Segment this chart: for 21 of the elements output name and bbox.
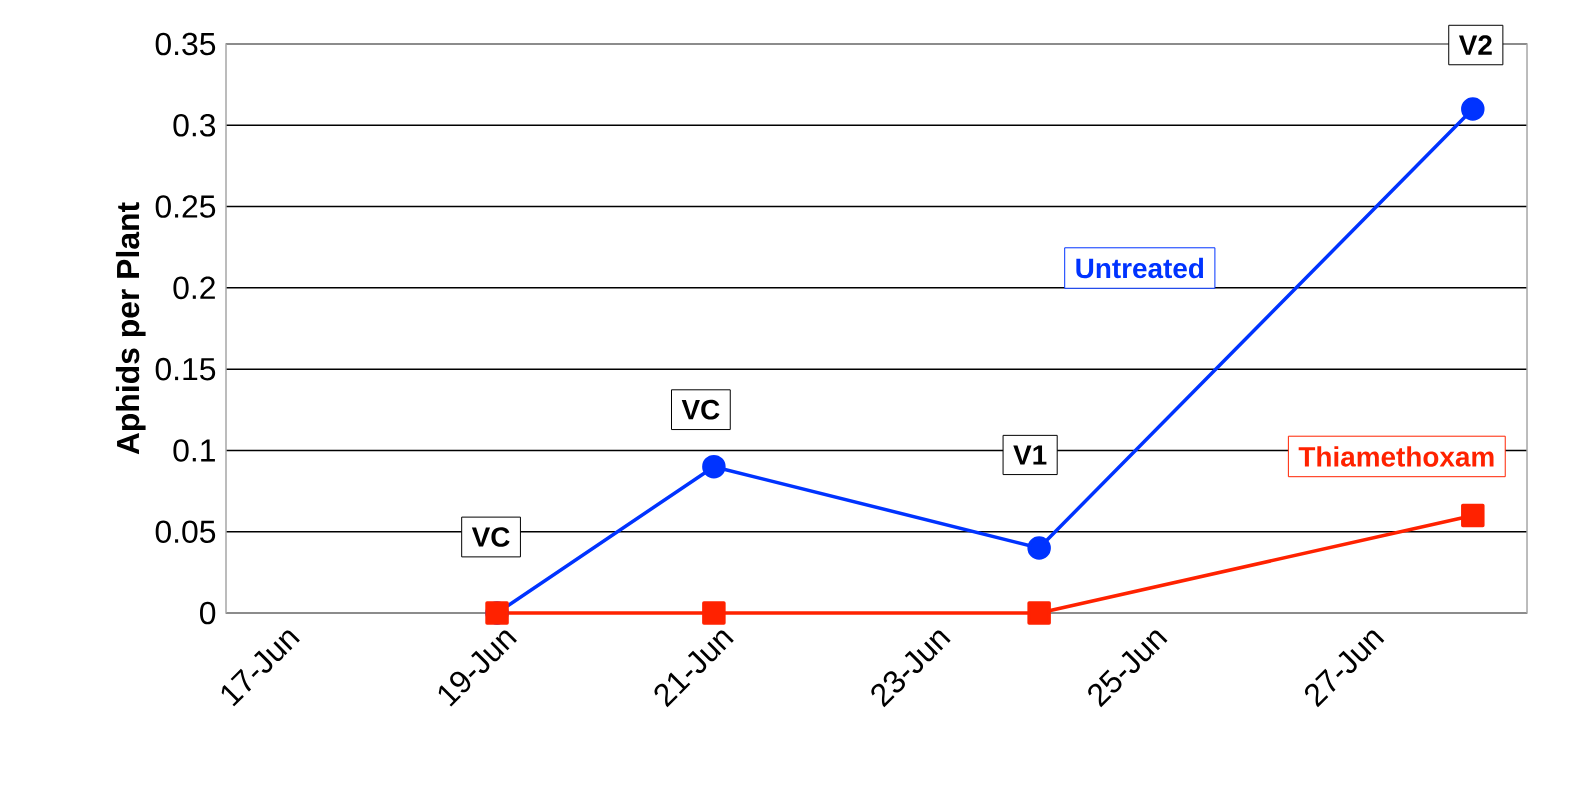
y-tick-label: 0.2 <box>173 276 215 300</box>
annotation: VC <box>471 527 510 547</box>
annotation: V1 <box>1013 445 1047 465</box>
point <box>1027 536 1051 560</box>
point <box>1461 97 1485 121</box>
y-tick-label: 0.25 <box>155 195 216 218</box>
series-label: Thiamethoxam <box>1298 446 1494 467</box>
annotation: V2 <box>1458 35 1492 55</box>
y-tick-label: 0 <box>200 601 216 625</box>
y-tick-label: 0.3 <box>173 114 216 137</box>
point <box>702 601 726 625</box>
y-tick-label: 0.35 <box>155 32 216 56</box>
y-tick-label: 0.05 <box>155 520 216 543</box>
point <box>1461 503 1485 528</box>
annotation: VC <box>681 399 720 420</box>
point <box>702 454 726 479</box>
y-tick-label: 0.1 <box>173 439 215 462</box>
point <box>1027 601 1051 625</box>
y-tick-label: 0.15 <box>155 357 216 381</box>
text: Untreated <box>1076 257 1204 279</box>
y-axis-title: Aphids per Plant <box>115 202 146 455</box>
